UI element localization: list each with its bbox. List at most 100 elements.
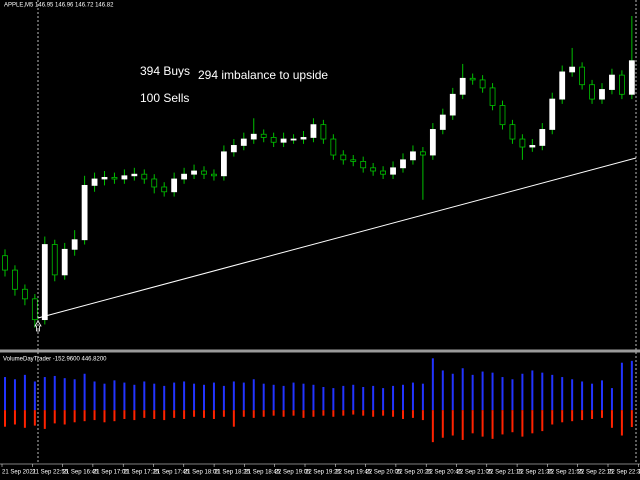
time-label: 22 Sep 22:55 — [638, 470, 640, 476]
volume-bar — [272, 410, 275, 416]
volume-bar — [262, 410, 265, 417]
time-label: 21 Sep 18:45 — [244, 470, 280, 476]
time-label: 21 Sep 17:25 — [123, 470, 159, 476]
chart-header: APPLE,M5 146.95 146.96 146.72 146.82 — [4, 3, 114, 9]
volume-bar — [272, 384, 275, 411]
volume-bar — [441, 370, 444, 411]
volume-bar — [53, 410, 56, 424]
annotation: 294 imbalance to upside — [198, 68, 328, 82]
candle-body — [330, 138, 337, 156]
volume-bar — [123, 382, 126, 411]
candle-body — [609, 74, 615, 90]
candle-body — [181, 173, 188, 180]
candle-body — [131, 173, 138, 177]
volume-bar — [461, 410, 464, 440]
candle-body — [529, 145, 536, 148]
volume-bar — [392, 410, 395, 417]
time-label: 21 Sep 16:45 — [63, 470, 99, 476]
time-label: 22 Sep 20:05 — [366, 470, 402, 476]
candle-body — [230, 145, 237, 153]
volume-bar — [322, 386, 325, 411]
candle-body — [2, 255, 8, 271]
volume-bar — [212, 382, 215, 411]
volume-bar — [4, 377, 6, 411]
candle-body — [71, 239, 78, 250]
volume-bar — [601, 410, 603, 418]
volume-bar — [143, 381, 146, 411]
candle-body — [419, 151, 426, 156]
candle-body — [589, 84, 595, 100]
candle-body — [539, 129, 546, 146]
volume-bar — [252, 379, 255, 411]
volume-bar — [153, 410, 156, 419]
candle-body — [250, 133, 257, 140]
volume-bar — [411, 410, 414, 418]
candle-body — [390, 167, 396, 175]
candle-body — [429, 129, 436, 156]
volume-bar — [33, 410, 36, 426]
candle-body — [121, 175, 128, 180]
volume-bar — [372, 385, 375, 411]
candle-body — [61, 248, 68, 276]
volume-bar — [53, 375, 56, 411]
volume-bar — [113, 380, 116, 411]
candle-body — [240, 138, 247, 146]
volume-bar — [441, 410, 444, 438]
volume-bar — [601, 380, 603, 411]
volume-bar — [103, 410, 106, 423]
candle-body — [91, 178, 98, 186]
candle-body — [410, 151, 416, 161]
volume-bar — [431, 358, 434, 411]
volume-bar — [23, 410, 26, 428]
time-label: 22 Sep 21:15 — [487, 470, 523, 476]
volume-bar — [551, 410, 554, 425]
volume-bar — [620, 410, 623, 436]
time-label: 21 Sep 17:45 — [154, 470, 190, 476]
volume-bar — [312, 384, 315, 411]
time-label: 21 Sep 18:05 — [184, 470, 220, 476]
volume-bar — [73, 410, 76, 423]
volume-bar — [133, 384, 136, 411]
volume-bar — [531, 370, 534, 411]
volume-bar — [431, 410, 434, 443]
volume-bar — [212, 410, 215, 419]
candle-body — [628, 60, 635, 95]
volume-bar — [222, 410, 225, 417]
volume-bar — [4, 410, 6, 427]
volume-bar — [173, 382, 176, 411]
volume-bar — [163, 410, 166, 421]
time-label: 22 Sep 21:05 — [457, 470, 493, 476]
volume-bar — [382, 388, 385, 411]
volume-bar — [461, 368, 464, 411]
trend-line — [37, 157, 637, 319]
volume-bar — [332, 410, 335, 417]
time-label: 22 Sep 22:35 — [608, 470, 640, 476]
volume-bar — [282, 410, 285, 417]
volume-bar — [302, 410, 305, 418]
volume-bar — [362, 410, 365, 416]
time-label: 21 Sep 22:55 — [32, 470, 68, 476]
volume-bar — [581, 381, 584, 411]
volume-bar — [451, 410, 454, 436]
volume-bar — [163, 385, 166, 411]
volume-bar — [541, 410, 544, 432]
candle-body — [569, 66, 576, 73]
volume-bar — [222, 385, 225, 411]
candle-body — [21, 288, 28, 300]
volume-bar — [471, 374, 474, 411]
volume-bar — [63, 378, 66, 411]
volume-bar — [382, 410, 385, 416]
volume-bar — [610, 410, 613, 428]
volume-bar — [411, 382, 414, 411]
candle-body — [141, 173, 148, 180]
candle-body — [559, 71, 566, 100]
candle-body — [111, 176, 118, 180]
volume-bar — [451, 373, 454, 411]
volume-bar — [232, 410, 235, 427]
candle-body — [579, 66, 585, 86]
volume-bar — [242, 410, 245, 417]
candle-body — [549, 98, 556, 130]
volume-bar — [123, 410, 126, 419]
